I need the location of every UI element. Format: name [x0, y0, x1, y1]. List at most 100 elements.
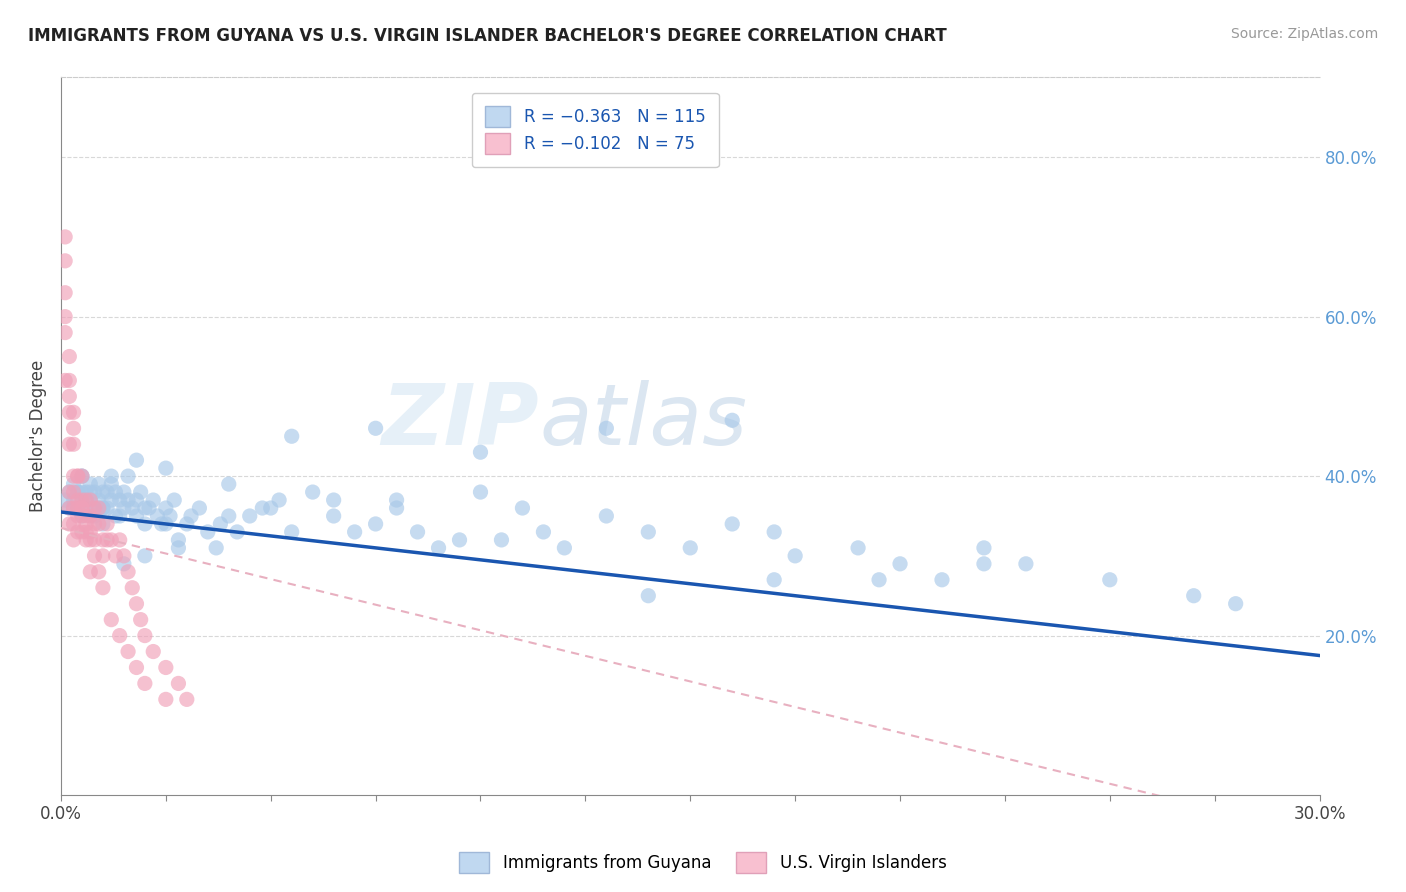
Point: [846, 541, 869, 555]
Point: [70, 501, 93, 516]
Point: [58, 373, 80, 387]
Point: [108, 493, 131, 508]
Text: IMMIGRANTS FROM GUYANA VS U.S. VIRGIN ISLANDER BACHELOR'S DEGREE CORRELATION CHA: IMMIGRANTS FROM GUYANA VS U.S. VIRGIN IS…: [28, 27, 946, 45]
Point: [53, 310, 76, 324]
Point: [83, 516, 105, 531]
Point: [62, 516, 84, 531]
Point: [75, 493, 97, 508]
Point: [79, 508, 101, 523]
Point: [58, 437, 80, 451]
Point: [117, 493, 139, 508]
Point: [146, 508, 169, 523]
Point: [385, 493, 408, 508]
Point: [62, 533, 84, 547]
Point: [322, 493, 344, 508]
Point: [100, 533, 122, 547]
Point: [66, 469, 89, 483]
Point: [1225, 597, 1247, 611]
Point: [364, 516, 387, 531]
Point: [79, 493, 101, 508]
Point: [142, 493, 165, 508]
Point: [104, 485, 127, 500]
Point: [209, 516, 232, 531]
Point: [53, 285, 76, 300]
Point: [973, 541, 995, 555]
Point: [155, 516, 177, 531]
Point: [53, 253, 76, 268]
Point: [62, 421, 84, 435]
Point: [973, 557, 995, 571]
Point: [91, 516, 114, 531]
Point: [75, 508, 97, 523]
Point: [53, 326, 76, 340]
Point: [79, 485, 101, 500]
Point: [91, 549, 114, 563]
Point: [66, 501, 89, 516]
Point: [155, 461, 177, 475]
Point: [70, 469, 93, 483]
Point: [239, 508, 262, 523]
Point: [167, 533, 190, 547]
Point: [785, 549, 807, 563]
Point: [75, 493, 97, 508]
Point: [91, 501, 114, 516]
Point: [70, 469, 93, 483]
Point: [142, 644, 165, 658]
Point: [125, 597, 148, 611]
Point: [180, 508, 202, 523]
Point: [155, 692, 177, 706]
Point: [533, 524, 555, 539]
Point: [155, 501, 177, 516]
Point: [176, 516, 198, 531]
Point: [70, 469, 93, 483]
Point: [637, 589, 659, 603]
Text: atlas: atlas: [540, 380, 747, 464]
Point: [62, 501, 84, 516]
Point: [134, 629, 156, 643]
Point: [889, 557, 911, 571]
Point: [108, 629, 131, 643]
Point: [176, 692, 198, 706]
Point: [75, 533, 97, 547]
Point: [66, 508, 89, 523]
Y-axis label: Bachelor's Degree: Bachelor's Degree: [30, 360, 46, 512]
Point: [449, 533, 471, 547]
Point: [763, 524, 786, 539]
Point: [70, 524, 93, 539]
Point: [226, 524, 249, 539]
Point: [96, 516, 118, 531]
Point: [58, 389, 80, 403]
Point: [79, 533, 101, 547]
Point: [134, 501, 156, 516]
Point: [364, 421, 387, 435]
Point: [129, 613, 152, 627]
Point: [117, 644, 139, 658]
Point: [104, 508, 127, 523]
Point: [62, 469, 84, 483]
Point: [79, 493, 101, 508]
Point: [763, 573, 786, 587]
Point: [134, 516, 156, 531]
Point: [96, 533, 118, 547]
Point: [66, 485, 89, 500]
Point: [58, 350, 80, 364]
Point: [70, 508, 93, 523]
Point: [58, 516, 80, 531]
Point: [322, 508, 344, 523]
Point: [218, 477, 240, 491]
Point: [58, 501, 80, 516]
Point: [280, 524, 302, 539]
Point: [70, 501, 93, 516]
Point: [79, 477, 101, 491]
Point: [197, 524, 219, 539]
Point: [134, 549, 156, 563]
Point: [470, 445, 492, 459]
Point: [58, 405, 80, 419]
Point: [87, 565, 110, 579]
Point: [868, 573, 890, 587]
Point: [108, 533, 131, 547]
Point: [134, 676, 156, 690]
Legend: R = −0.363   N = 115, R = −0.102   N = 75: R = −0.363 N = 115, R = −0.102 N = 75: [472, 93, 718, 167]
Point: [58, 485, 80, 500]
Point: [100, 469, 122, 483]
